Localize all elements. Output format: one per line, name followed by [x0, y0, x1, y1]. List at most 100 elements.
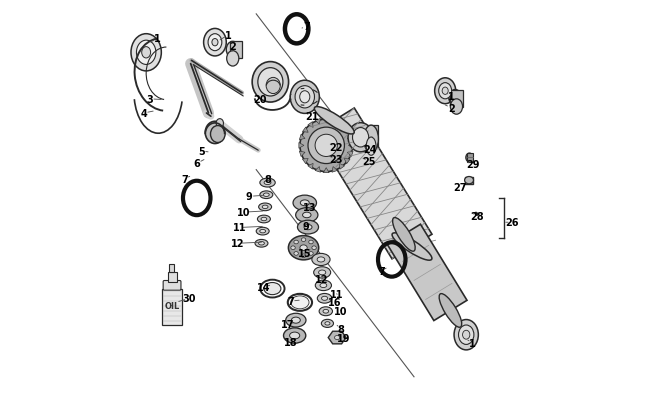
Text: 11: 11 [330, 290, 344, 300]
Ellipse shape [266, 78, 280, 94]
Ellipse shape [352, 128, 369, 147]
Polygon shape [347, 135, 353, 140]
Text: 1: 1 [448, 92, 455, 101]
Text: 16: 16 [328, 297, 342, 307]
Text: 18: 18 [284, 337, 298, 347]
Ellipse shape [264, 283, 281, 295]
Ellipse shape [283, 328, 305, 343]
Ellipse shape [317, 257, 325, 262]
Ellipse shape [304, 225, 312, 230]
Polygon shape [323, 119, 329, 124]
Text: 7: 7 [303, 22, 310, 32]
Ellipse shape [291, 296, 309, 309]
Ellipse shape [142, 47, 151, 59]
Ellipse shape [458, 325, 474, 345]
Ellipse shape [312, 254, 330, 266]
Ellipse shape [298, 221, 318, 234]
Bar [168, 272, 177, 282]
Ellipse shape [203, 29, 226, 57]
Ellipse shape [227, 51, 239, 67]
Ellipse shape [300, 120, 352, 172]
Bar [230, 42, 242, 59]
Ellipse shape [294, 252, 298, 256]
Polygon shape [328, 331, 346, 344]
Text: 7: 7 [181, 174, 188, 184]
Text: 27: 27 [453, 183, 467, 192]
Text: 1: 1 [224, 31, 231, 41]
Ellipse shape [259, 203, 272, 211]
Ellipse shape [315, 135, 337, 157]
Ellipse shape [314, 267, 331, 278]
Ellipse shape [300, 92, 310, 104]
Ellipse shape [454, 320, 478, 350]
Ellipse shape [439, 83, 452, 100]
Polygon shape [332, 119, 337, 125]
Ellipse shape [465, 177, 473, 184]
Text: 5: 5 [198, 147, 205, 157]
Text: 10: 10 [237, 208, 251, 217]
Text: 9: 9 [246, 192, 253, 202]
Text: 24: 24 [363, 145, 376, 155]
Text: 8: 8 [264, 174, 271, 184]
Ellipse shape [257, 215, 270, 223]
Ellipse shape [260, 230, 266, 233]
Text: 1: 1 [153, 34, 161, 44]
Ellipse shape [291, 318, 300, 323]
Ellipse shape [289, 236, 318, 260]
Text: 2: 2 [448, 103, 454, 113]
Ellipse shape [295, 86, 315, 109]
Polygon shape [332, 167, 337, 173]
Polygon shape [302, 159, 308, 164]
Bar [162, 289, 182, 326]
Polygon shape [348, 143, 354, 149]
Polygon shape [344, 128, 350, 133]
Ellipse shape [392, 233, 432, 260]
Ellipse shape [300, 200, 309, 206]
Text: 8: 8 [338, 324, 344, 334]
Ellipse shape [296, 208, 318, 223]
Ellipse shape [255, 240, 268, 247]
Ellipse shape [290, 81, 319, 114]
Ellipse shape [318, 271, 326, 275]
Text: 13: 13 [302, 203, 316, 213]
Polygon shape [308, 122, 313, 128]
Ellipse shape [256, 228, 269, 235]
Ellipse shape [393, 218, 415, 252]
Ellipse shape [312, 246, 317, 250]
Bar [467, 153, 473, 163]
Ellipse shape [439, 294, 462, 328]
Text: 15: 15 [298, 248, 311, 258]
Ellipse shape [208, 34, 222, 51]
Ellipse shape [364, 126, 378, 153]
Polygon shape [302, 128, 308, 133]
Polygon shape [344, 159, 350, 164]
Polygon shape [315, 167, 320, 173]
Ellipse shape [335, 336, 340, 340]
Text: 14: 14 [257, 282, 270, 292]
Polygon shape [299, 152, 305, 157]
Ellipse shape [259, 242, 265, 245]
Text: 25: 25 [362, 157, 376, 167]
Ellipse shape [263, 194, 269, 197]
Ellipse shape [463, 330, 470, 339]
Ellipse shape [466, 153, 473, 162]
Ellipse shape [216, 119, 224, 128]
Ellipse shape [309, 252, 313, 256]
Text: 12: 12 [231, 239, 245, 249]
Ellipse shape [291, 246, 295, 250]
Ellipse shape [286, 313, 306, 327]
Ellipse shape [226, 42, 239, 58]
Ellipse shape [322, 296, 328, 301]
Ellipse shape [211, 126, 225, 143]
Ellipse shape [260, 179, 275, 188]
Ellipse shape [293, 196, 317, 211]
Ellipse shape [325, 322, 330, 325]
Text: 22: 22 [329, 142, 343, 152]
FancyBboxPatch shape [163, 281, 181, 290]
Ellipse shape [264, 181, 271, 185]
Ellipse shape [309, 241, 313, 244]
Text: 21: 21 [305, 112, 318, 122]
Text: 3: 3 [146, 95, 153, 104]
Text: 7: 7 [378, 266, 385, 276]
Ellipse shape [321, 320, 333, 328]
